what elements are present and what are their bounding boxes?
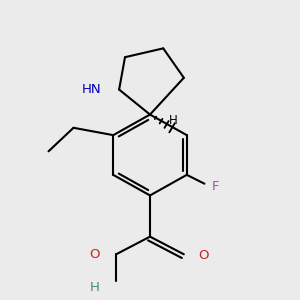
Text: H: H (90, 281, 100, 294)
Text: O: O (89, 248, 100, 261)
Text: HN: HN (82, 83, 101, 96)
Text: F: F (212, 180, 219, 193)
Text: O: O (199, 249, 209, 262)
Text: H: H (169, 114, 178, 127)
